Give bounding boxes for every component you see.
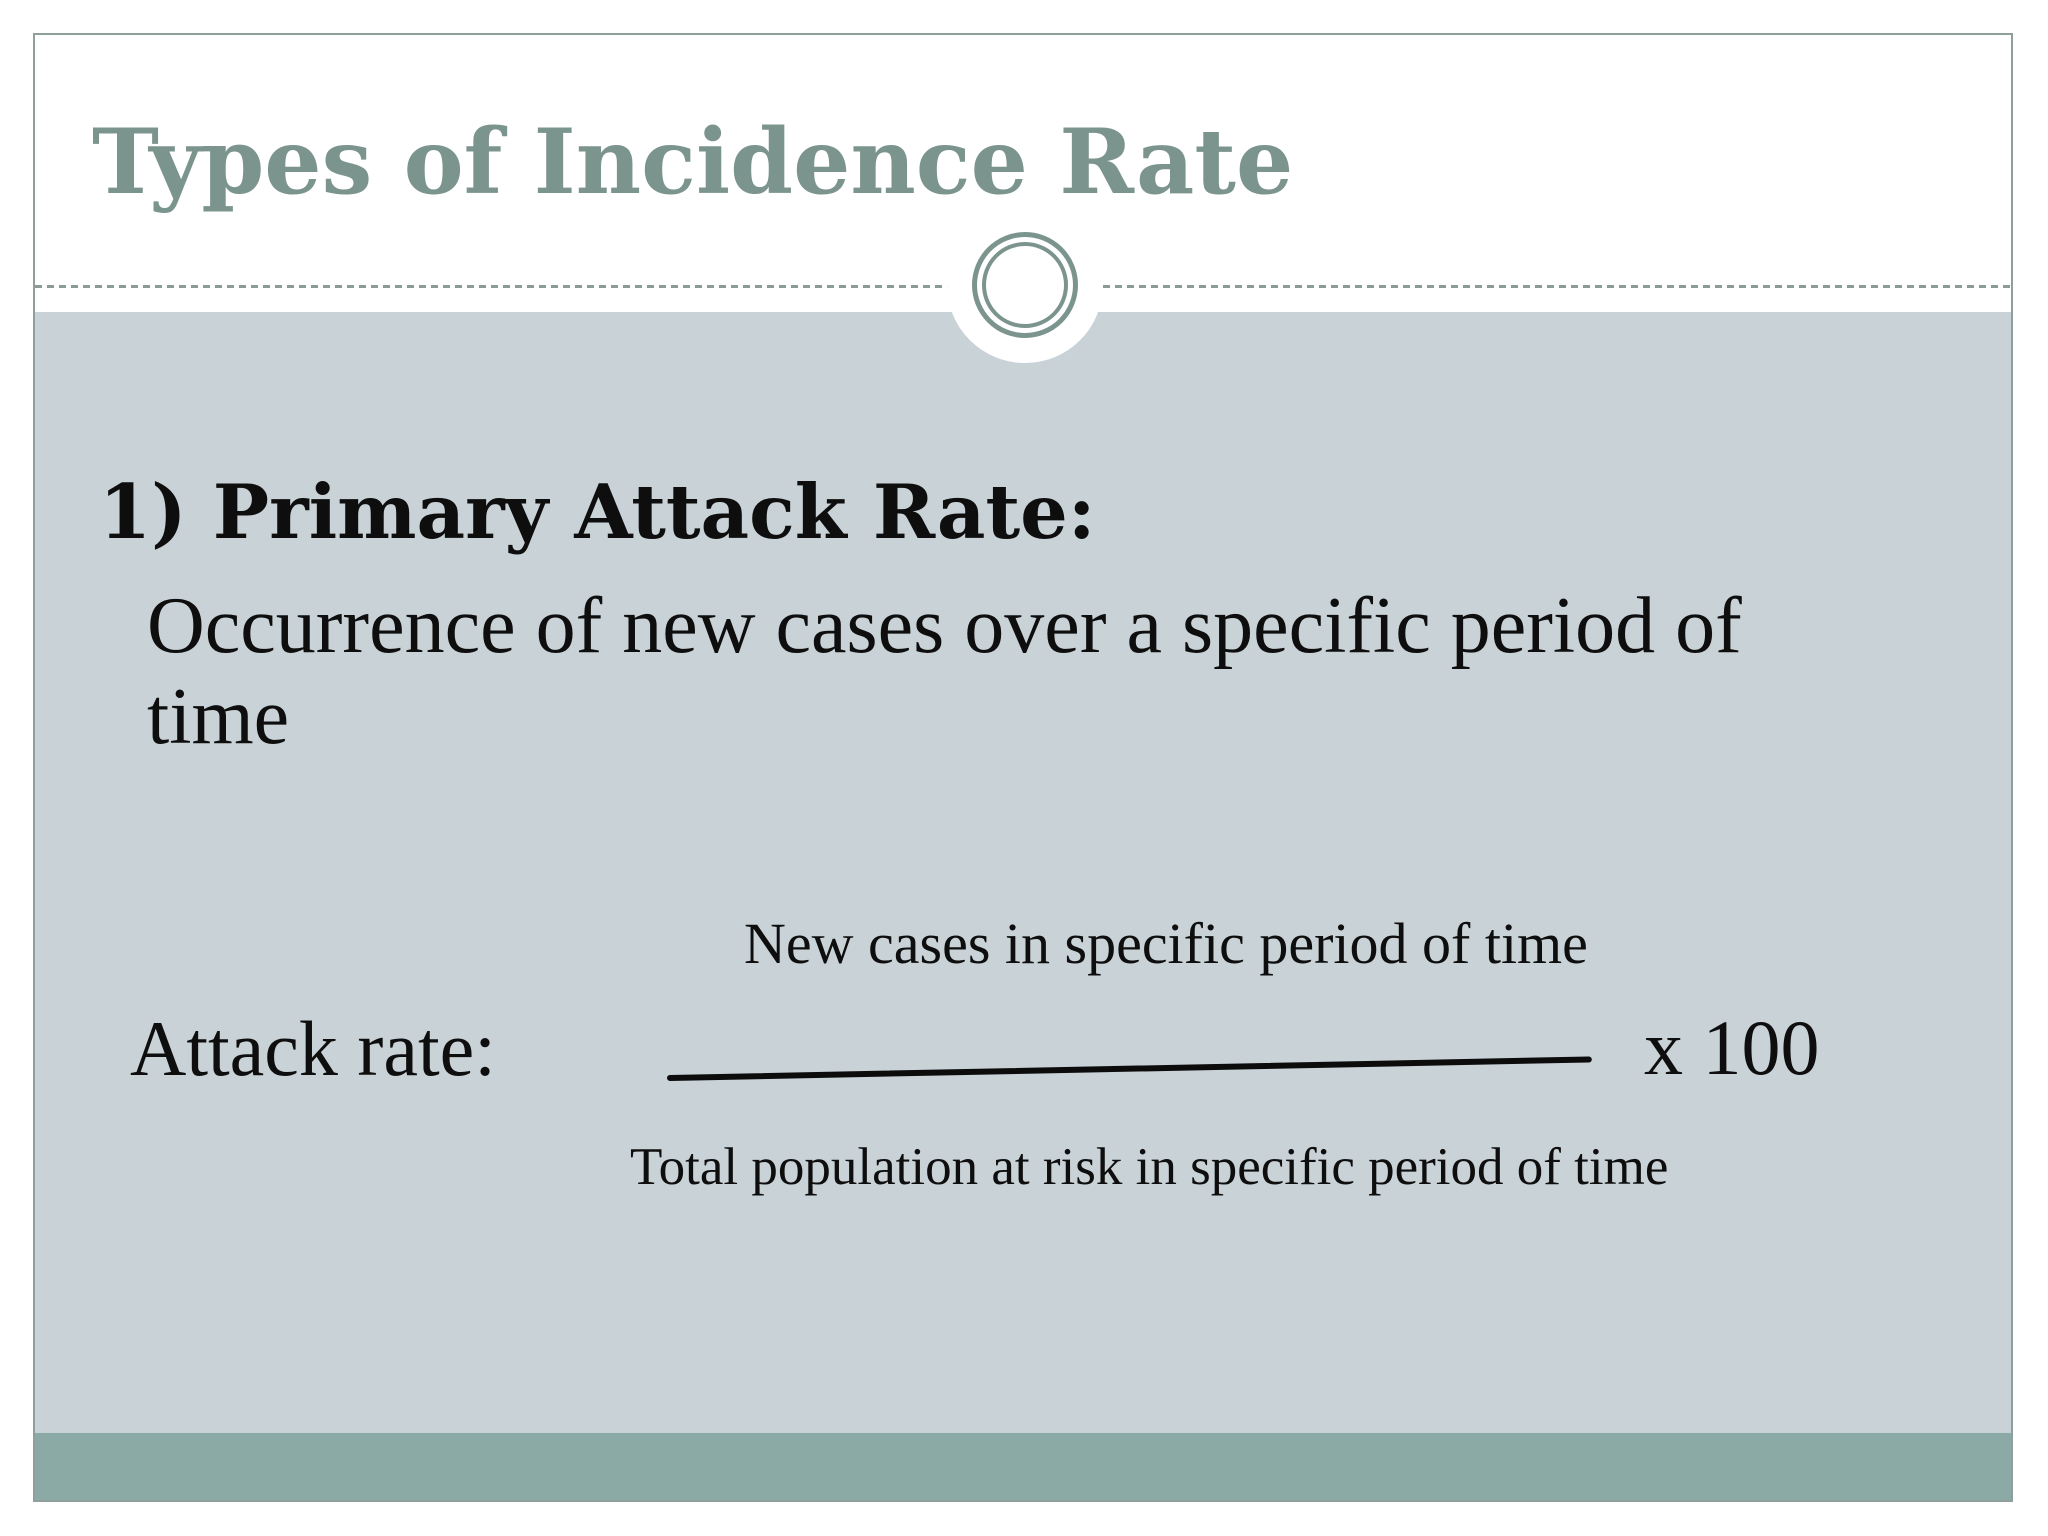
divider-ornament (947, 207, 1103, 363)
circle-ring-outer-icon (972, 232, 1078, 338)
circle-ring-inner-icon (982, 242, 1068, 328)
body-paragraph: Occurrence of new cases over a specific … (147, 582, 1742, 761)
formula-multiplier: x 100 (1644, 1004, 1820, 1091)
bottom-accent-bar (35, 1433, 2011, 1500)
slide-title: Types of Incidence Rate (92, 109, 1294, 215)
slide: Types of Incidence Rate 1) Primary Attac… (33, 33, 2013, 1502)
formula-denominator: Total population at risk in specific per… (630, 1138, 1669, 1196)
formula-numerator: New cases in specific period of time (744, 911, 1588, 976)
formula-label: Attack rate: (130, 1005, 496, 1092)
section-heading: 1) Primary Attack Rate: (99, 468, 1096, 556)
slide-body-background (35, 312, 2011, 1433)
